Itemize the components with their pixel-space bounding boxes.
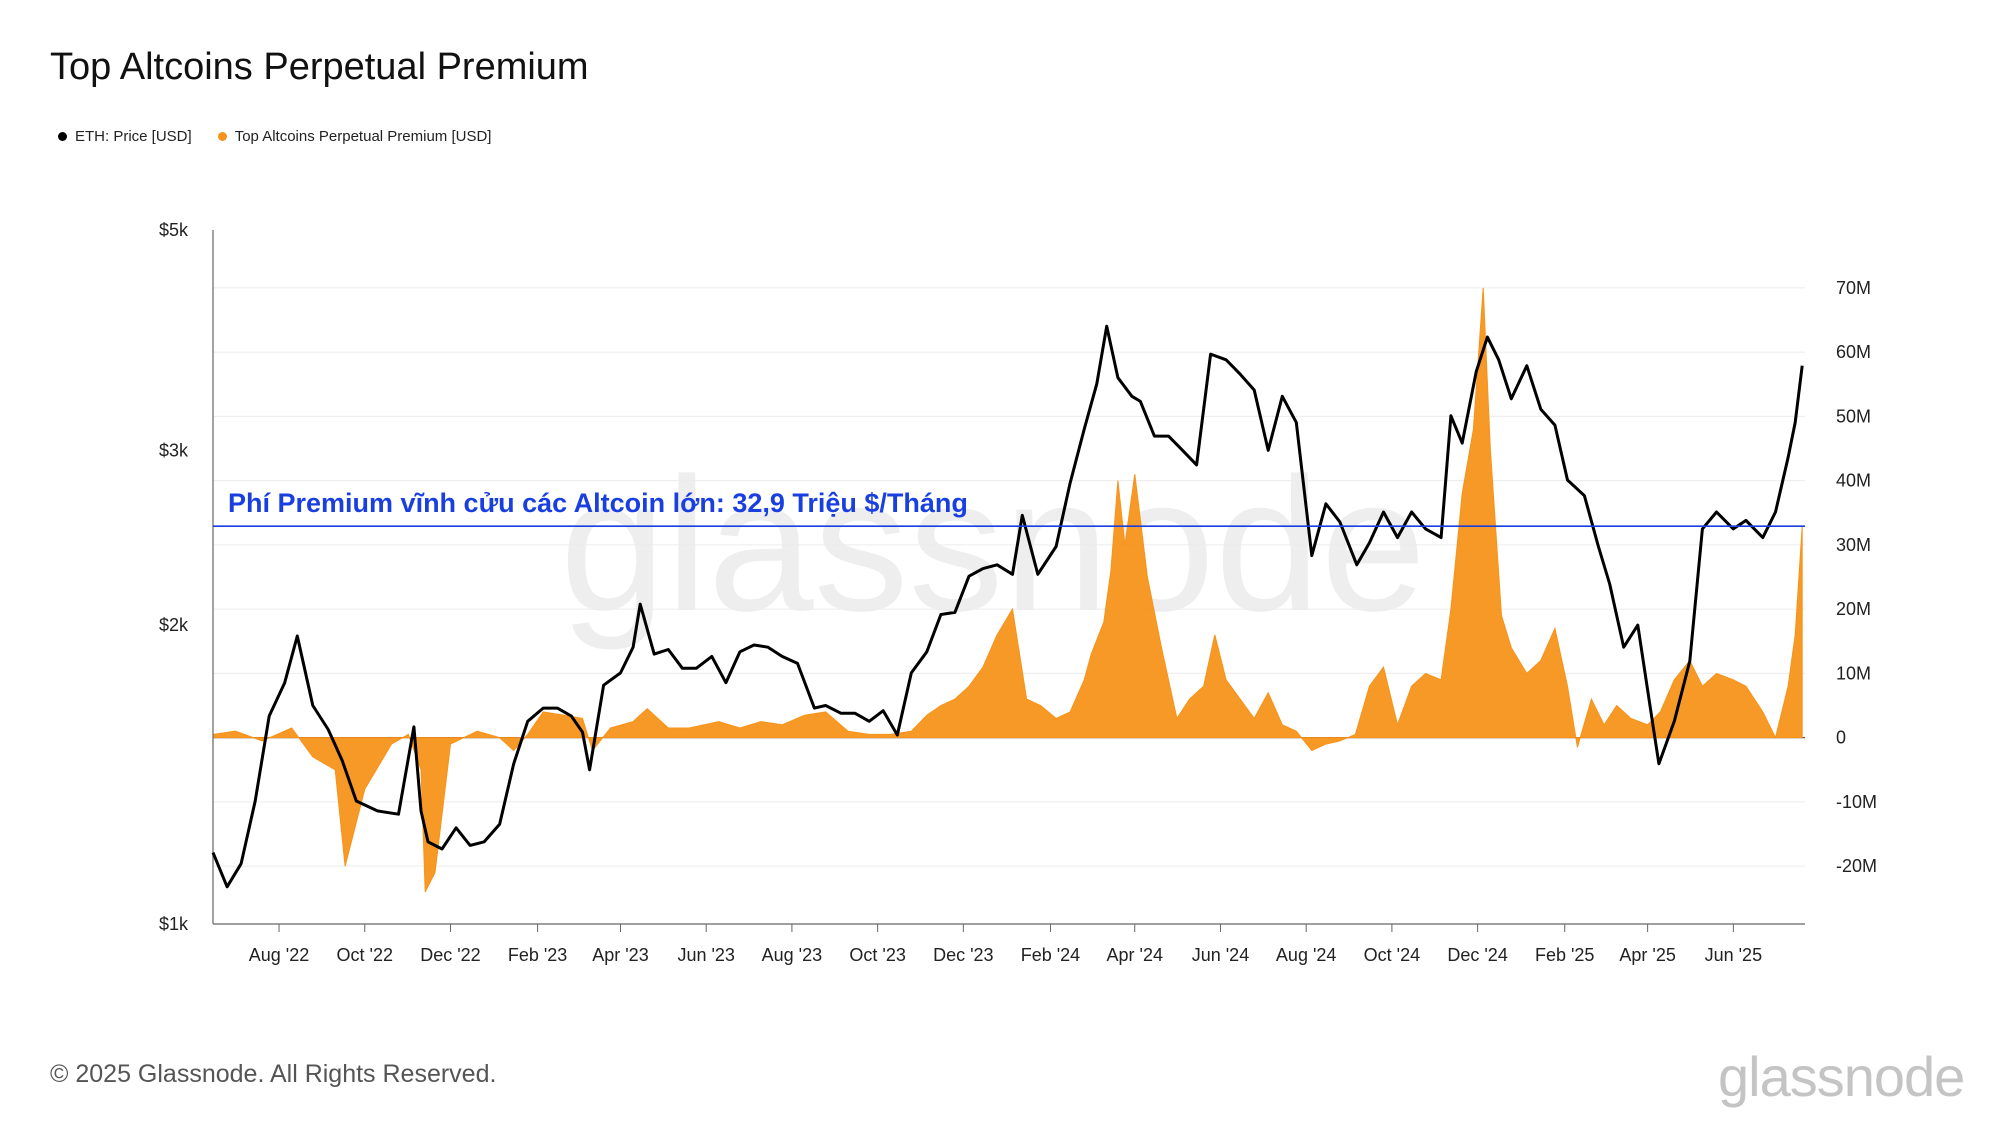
legend-label-premium: Top Altcoins Perpetual Premium [USD] bbox=[234, 128, 492, 145]
premium-series bbox=[212, 287, 1803, 893]
x-axis-ticks: Aug '22 Oct '22 Dec '22 Feb '23 Apr '23 Jun '… bbox=[249, 924, 1762, 965]
annotation-label: Phí Premium vĩnh cửu các Altcoin lớn: 32… bbox=[228, 488, 968, 518]
y-right-tick-label-4: 30M bbox=[1836, 535, 1871, 555]
y-left-tick-label-0: $1k bbox=[159, 914, 189, 934]
legend-dot-eth-price bbox=[58, 132, 67, 141]
x-tick-label-12: Aug '24 bbox=[1276, 945, 1337, 965]
eth-price-series bbox=[211, 324, 1804, 889]
y-right-tick-label-2: 50M bbox=[1836, 406, 1871, 426]
y-right-tick-label-1: 60M bbox=[1836, 342, 1871, 362]
x-tick-label-0: Aug '22 bbox=[249, 945, 310, 965]
chart-title: Top Altcoins Perpetual Premium bbox=[50, 46, 589, 88]
legend-item-premium[interactable]: Top Altcoins Perpetual Premium [USD] bbox=[217, 128, 492, 145]
y-axis-right-ticks: 70M 60M 50M 40M 30M 20M 10M 0 -10M -20M bbox=[1836, 278, 1877, 876]
x-tick-label-15: Feb '25 bbox=[1535, 945, 1594, 965]
legend-label-eth-price: ETH: Price [USD] bbox=[75, 128, 192, 145]
legend-item-eth-price[interactable]: ETH: Price [USD] bbox=[58, 128, 192, 145]
y-left-tick-label-1: $2k bbox=[159, 615, 189, 635]
premium-area bbox=[212, 287, 1803, 893]
eth-price-line bbox=[211, 324, 1804, 889]
y-right-tick-label-9: -20M bbox=[1836, 856, 1877, 876]
y-left-tick-label-2: $3k bbox=[159, 440, 189, 460]
axes bbox=[212, 230, 1805, 925]
glassnode-logo: glassnode bbox=[1718, 1045, 1965, 1108]
copyright-text: © 2025 Glassnode. All Rights Reserved. bbox=[50, 1060, 497, 1088]
y-right-tick-label-5: 20M bbox=[1836, 599, 1871, 619]
x-tick-label-10: Apr '24 bbox=[1107, 945, 1163, 965]
y-left-tick-label-3: $5k bbox=[159, 220, 189, 240]
legend-dot-premium bbox=[217, 132, 227, 141]
y-right-tick-label-0: 70M bbox=[1836, 278, 1871, 298]
x-tick-label-17: Jun '25 bbox=[1705, 945, 1762, 965]
x-tick-label-16: Apr '25 bbox=[1619, 945, 1675, 965]
annotation-group: Phí Premium vĩnh cửu các Altcoin lớn: 32… bbox=[213, 488, 1805, 528]
legend: ETH: Price [USD] Top Altcoins Perpetual … bbox=[58, 128, 491, 145]
x-tick-label-2: Dec '22 bbox=[420, 945, 480, 965]
x-tick-label-9: Feb '24 bbox=[1021, 945, 1080, 965]
x-tick-label-11: Jun '24 bbox=[1192, 945, 1249, 965]
x-tick-label-7: Oct '23 bbox=[849, 945, 905, 965]
y-right-tick-label-3: 40M bbox=[1836, 471, 1871, 491]
x-tick-label-3: Feb '23 bbox=[508, 945, 567, 965]
x-tick-label-1: Oct '22 bbox=[337, 945, 393, 965]
y-right-tick-label-7: 0 bbox=[1836, 728, 1846, 748]
y-right-tick-label-6: 10M bbox=[1836, 663, 1871, 683]
x-tick-label-6: Aug '23 bbox=[762, 945, 823, 965]
x-tick-label-5: Jun '23 bbox=[677, 945, 734, 965]
y-right-tick-label-8: -10M bbox=[1836, 792, 1877, 812]
y-axis-left-ticks: $1k $2k $3k $5k bbox=[159, 220, 189, 934]
x-tick-label-4: Apr '23 bbox=[592, 945, 648, 965]
x-tick-label-13: Oct '24 bbox=[1364, 945, 1420, 965]
x-tick-label-8: Dec '23 bbox=[933, 945, 993, 965]
x-tick-label-14: Dec '24 bbox=[1447, 945, 1507, 965]
